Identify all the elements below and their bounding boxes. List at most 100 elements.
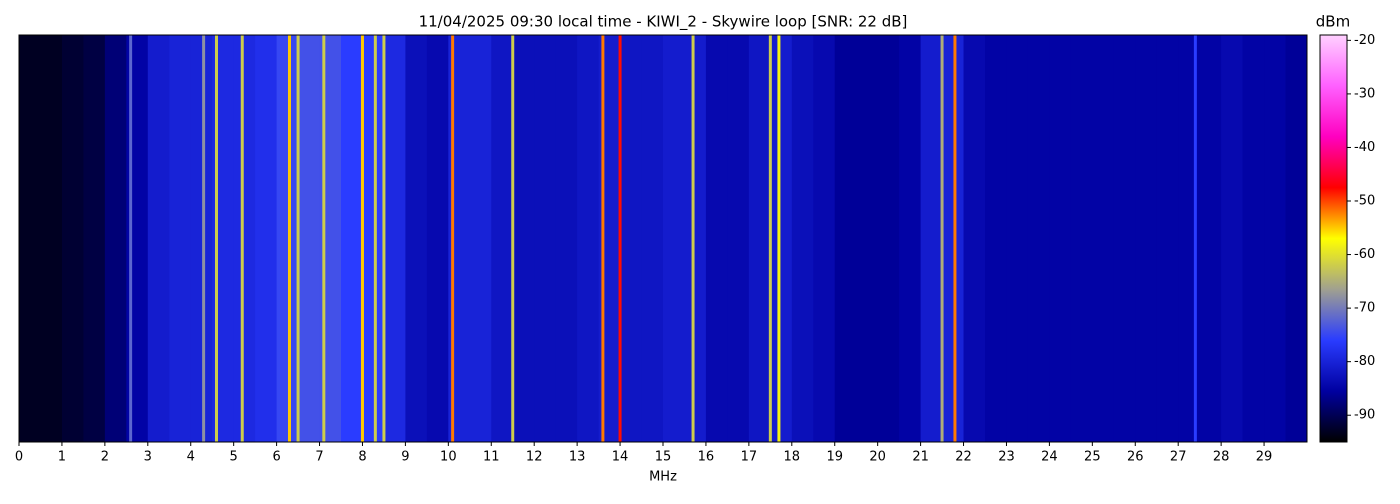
x-tick-label: 1 [58,450,66,465]
x-tick-label: 23 [998,450,1015,465]
x-tick-label: 9 [401,450,409,465]
signal [296,35,300,442]
band [1113,35,1136,442]
x-tick-label: 20 [869,450,886,465]
band [1285,35,1308,442]
band [834,35,857,442]
x-tick-label: 19 [826,450,843,465]
band [19,35,41,442]
band [985,35,1007,442]
band [534,35,557,442]
band [920,35,943,442]
band [1135,35,1158,442]
signal [287,35,291,442]
band [61,35,84,442]
signal [373,35,377,442]
band [1156,35,1179,442]
colorbar [1319,34,1348,443]
band [341,35,363,442]
colorbar-tick-label: -60 [1354,247,1375,262]
signal [360,35,364,442]
signal [382,35,386,442]
x-tick-label: 10 [440,450,457,465]
x-tick-label: 16 [698,450,715,465]
band [963,35,986,442]
x-tick-label: 28 [1213,450,1230,465]
band [147,35,170,442]
x-tick-label: 8 [358,450,366,465]
band [491,35,514,442]
band [577,35,600,442]
band [512,35,535,442]
band [190,35,213,442]
x-tick-label: 25 [1084,450,1101,465]
band [104,35,127,442]
band [169,35,192,442]
x-tick-label: 17 [741,450,758,465]
band [276,35,299,442]
signal [202,35,206,442]
band [813,35,836,442]
x-tick-label: 15 [655,450,672,465]
band [405,35,428,442]
x-tick-label: 7 [315,450,323,465]
x-tick-label: 18 [784,450,801,465]
band [1199,35,1222,442]
band [684,35,707,442]
colorbar-label: dBm [1316,13,1350,31]
band [1070,35,1093,442]
band [899,35,922,442]
x-tick-label: 6 [272,450,280,465]
x-tick-label: 5 [230,450,238,465]
x-tick-label: 27 [1170,450,1187,465]
band [1242,35,1265,442]
signal [451,35,455,442]
signal [601,35,605,442]
signal [214,35,218,442]
x-tick-label: 14 [612,450,629,465]
band [362,35,385,442]
x-tick-label: 22 [955,450,972,465]
band [469,35,492,442]
band [856,35,879,442]
signal [240,35,244,442]
colorbar-tick-label: -40 [1354,140,1375,155]
colorbar-tick-label: -70 [1354,301,1375,316]
colorbar-tick-label: -30 [1354,86,1375,101]
band [620,35,643,442]
signal [953,35,957,442]
band [1027,35,1050,442]
band [233,35,256,442]
band [770,35,793,442]
band [298,35,321,442]
band [641,35,664,442]
colorbar-tick-label: -80 [1354,354,1375,369]
band [705,35,728,442]
x-tick-label: 21 [912,450,929,465]
band [555,35,578,442]
band [255,35,278,442]
x-tick-label: 11 [483,450,500,465]
x-tick-label: 12 [526,450,543,465]
x-tick-label: 13 [569,450,586,465]
band [1221,35,1244,442]
x-tick-label: 0 [15,450,23,465]
signal [940,35,944,442]
band [1264,35,1287,442]
x-tick-label: 3 [144,450,152,465]
band [1092,35,1115,442]
x-tick-label: 2 [101,450,109,465]
signal [777,35,781,442]
band [663,35,685,442]
x-tick-label: 4 [187,450,195,465]
chart-title: 11/04/2025 09:30 local time - KIWI_2 - S… [419,13,908,32]
x-tick-label: 26 [1127,450,1144,465]
band [40,35,63,442]
signal [768,35,772,442]
band [426,35,449,442]
signal [322,35,326,442]
band [877,35,900,442]
colorbar-tick-label: -50 [1354,194,1375,209]
signal [618,35,622,442]
